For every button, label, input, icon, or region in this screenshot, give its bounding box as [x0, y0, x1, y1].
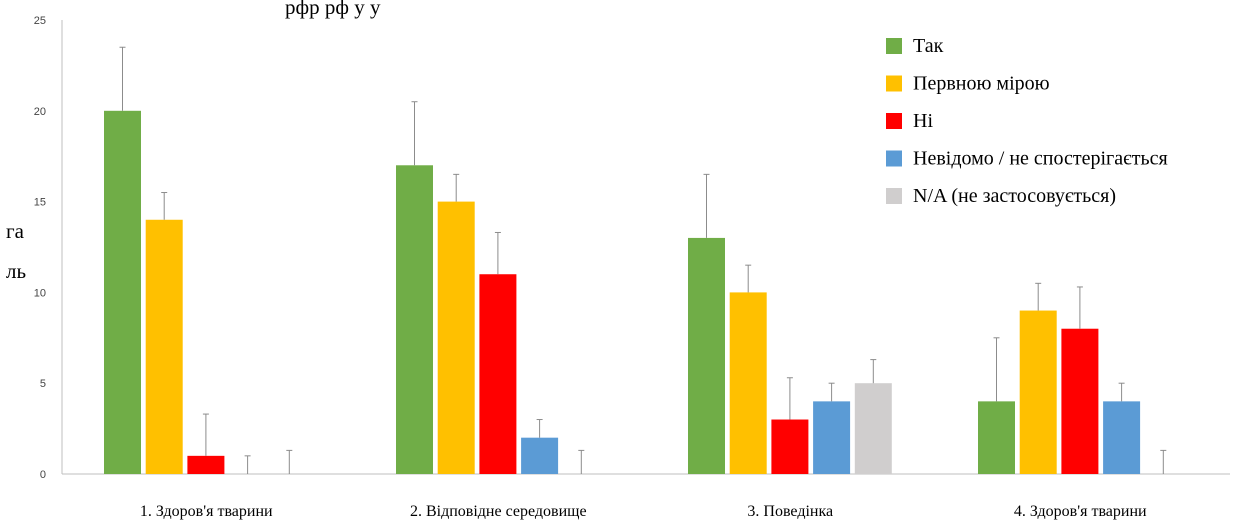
y-axis-label-line-2: ль: [6, 259, 26, 283]
y-axis-label: га ль: [6, 219, 26, 283]
y-tick-label: 10: [34, 287, 46, 299]
y-tick-label: 25: [34, 15, 46, 27]
category-label-3: 3. Поведінка: [747, 503, 833, 520]
y-tick-label: 0: [40, 469, 46, 481]
y-tick-label: 15: [34, 197, 46, 209]
legend-label-2: Первною мірою: [913, 73, 1050, 95]
bar-3-2: [729, 292, 767, 474]
legend-swatch-2: [886, 75, 902, 92]
bar-3-5: [854, 383, 892, 474]
error-bars: [119, 46, 1167, 474]
bar-2-3: [479, 274, 517, 474]
bar-4-4: [1103, 401, 1141, 474]
bar-3-1: [688, 237, 725, 474]
bar-1-3: [187, 455, 225, 474]
y-axis-label-line-1: га: [6, 219, 25, 243]
bar-1-2: [145, 219, 183, 474]
y-tick-label: 5: [40, 378, 46, 390]
legend-swatch-4: [886, 150, 902, 167]
bars: [104, 110, 1141, 475]
bar-1-1: [104, 110, 141, 475]
legend: Так Первною мірою Ні Невідомо / не спостері…: [886, 35, 1168, 207]
bar-4-1: [978, 401, 1015, 474]
bar-3-4: [813, 401, 851, 474]
legend-label-3: Ні: [913, 110, 933, 132]
bar-2-1: [396, 165, 433, 474]
legend-swatch-3: [886, 113, 902, 129]
legend-swatch-5: [886, 188, 902, 204]
legend-label-4: Невідомо / не спостерігається: [913, 148, 1168, 170]
bar-2-4: [521, 437, 559, 474]
bar-3-3: [771, 419, 809, 474]
legend-label-5: N/A (не застосовується): [913, 185, 1116, 207]
category-label-1: 1. Здоров'я тварини: [140, 503, 273, 520]
chart-title-fragment: рфр рф у у: [285, 0, 381, 19]
y-tick-label: 20: [34, 106, 46, 118]
bar-2-2: [437, 201, 475, 474]
bar-4-3: [1061, 328, 1099, 474]
category-label-4: 4. Здоров'я тварини: [1014, 503, 1147, 520]
category-label-2: 2. Відповідне середовище: [410, 503, 587, 520]
legend-label-1: Так: [913, 35, 944, 57]
legend-swatch-1: [886, 38, 902, 54]
bar-4-2: [1019, 310, 1057, 474]
category-labels: 1. Здоров'я тварини 2. Відповідне середов…: [140, 503, 1147, 520]
